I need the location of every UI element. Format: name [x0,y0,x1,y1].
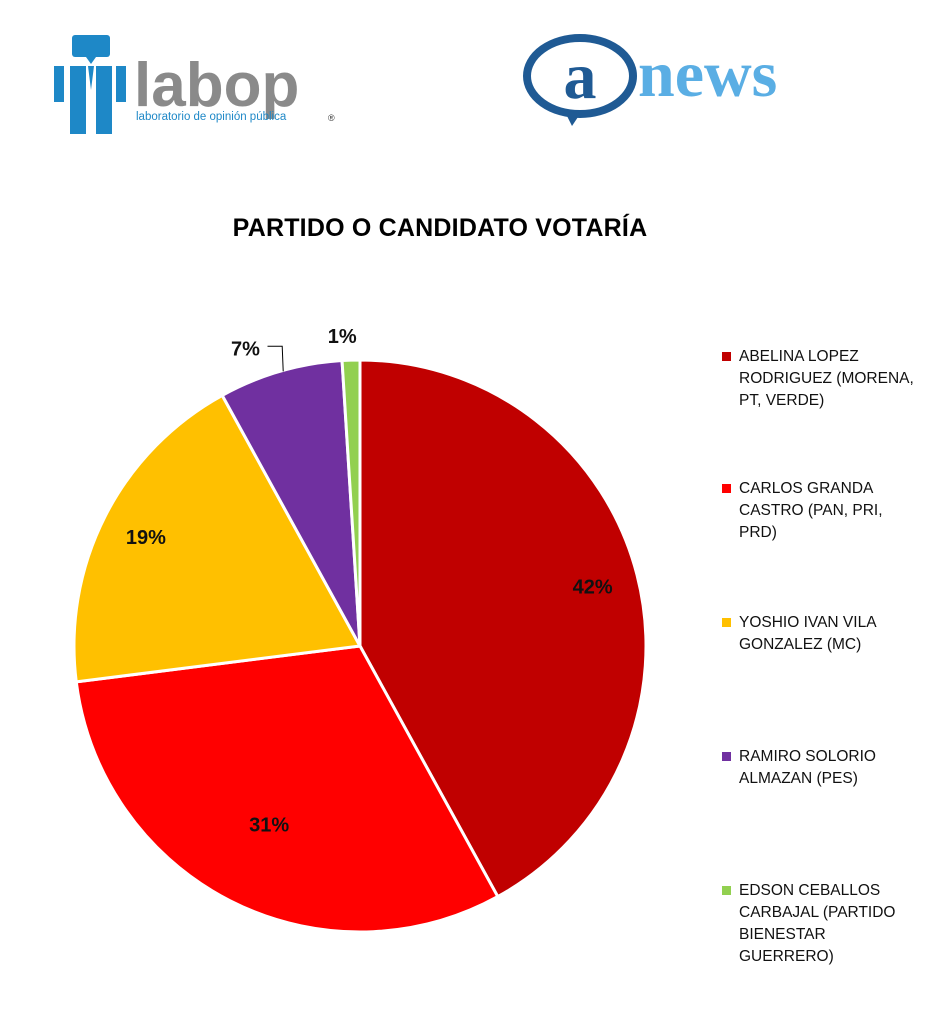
legend-item-edson-ceballos: EDSON CEBALLOS CARBAJAL (PARTIDO BIENEST… [722,880,914,968]
chart-title: PARTIDO O CANDIDATO VOTARÍA [232,214,648,242]
pie-slice-ramiro-solorio [220,358,362,647]
data-label-abelina-lopez: 42% [573,576,613,598]
at-speech-bubble-icon: a [523,34,637,126]
legend-swatch-ramiro-solorio [722,752,731,761]
legend-label-ramiro-solorio: RAMIRO SOLORIO ALMAZAN (PES) [739,748,876,787]
pie-slice-carlos-granda [74,644,500,934]
svg-text:a: a [564,40,597,113]
pie-slice-yoshio-vila [72,393,363,684]
legend-item-ramiro-solorio: RAMIRO SOLORIO ALMAZAN (PES) [722,746,914,790]
legend-swatch-abelina-lopez [722,352,731,361]
legend-label-yoshio-vila: YOSHIO IVAN VILA GONZALEZ (MC) [739,614,876,653]
legend-swatch-yoshio-vila [722,618,731,627]
legend-label-abelina-lopez: ABELINA LOPEZ RODRIGUEZ (MORENA, PT, VER… [739,348,914,409]
labop-tagline: laboratorio de opinión pública [136,111,287,123]
pie-chart: 42% 31% 19% 7% 1% [72,326,648,934]
labop-wordmark: labop [134,51,299,120]
anews-logo: a news [523,34,777,126]
registered-mark: ® [328,113,335,123]
legend-item-abelina-lopez: ABELINA LOPEZ RODRIGUEZ (MORENA, PT, VER… [722,346,914,412]
data-label-ramiro-solorio: 7% [231,338,260,360]
leader-line-ramiro-solorio [267,345,284,372]
legend-label-edson-ceballos: EDSON CEBALLOS CARBAJAL (PARTIDO BIENEST… [739,882,896,965]
anews-wordmark: news [638,38,777,111]
data-label-yoshio-vila: 19% [126,527,166,549]
labop-logo: labop laboratorio de opinión pública ® [54,35,335,134]
legend-item-carlos-granda: CARLOS GRANDA CASTRO (PAN, PRI, PRD) [722,478,914,544]
pie-slice-abelina-lopez [358,358,648,899]
legend-swatch-carlos-granda [722,484,731,493]
legend-item-yoshio-vila: YOSHIO IVAN VILA GONZALEZ (MC) [722,612,914,656]
legend-label-carlos-granda: CARLOS GRANDA CASTRO (PAN, PRI, PRD) [739,480,883,541]
legend-swatch-edson-ceballos [722,886,731,895]
pie-slice-edson-ceballos [340,358,362,647]
data-label-carlos-granda: 31% [249,814,289,836]
data-label-edson-ceballos: 1% [328,326,357,348]
labop-person-icon [54,35,126,134]
